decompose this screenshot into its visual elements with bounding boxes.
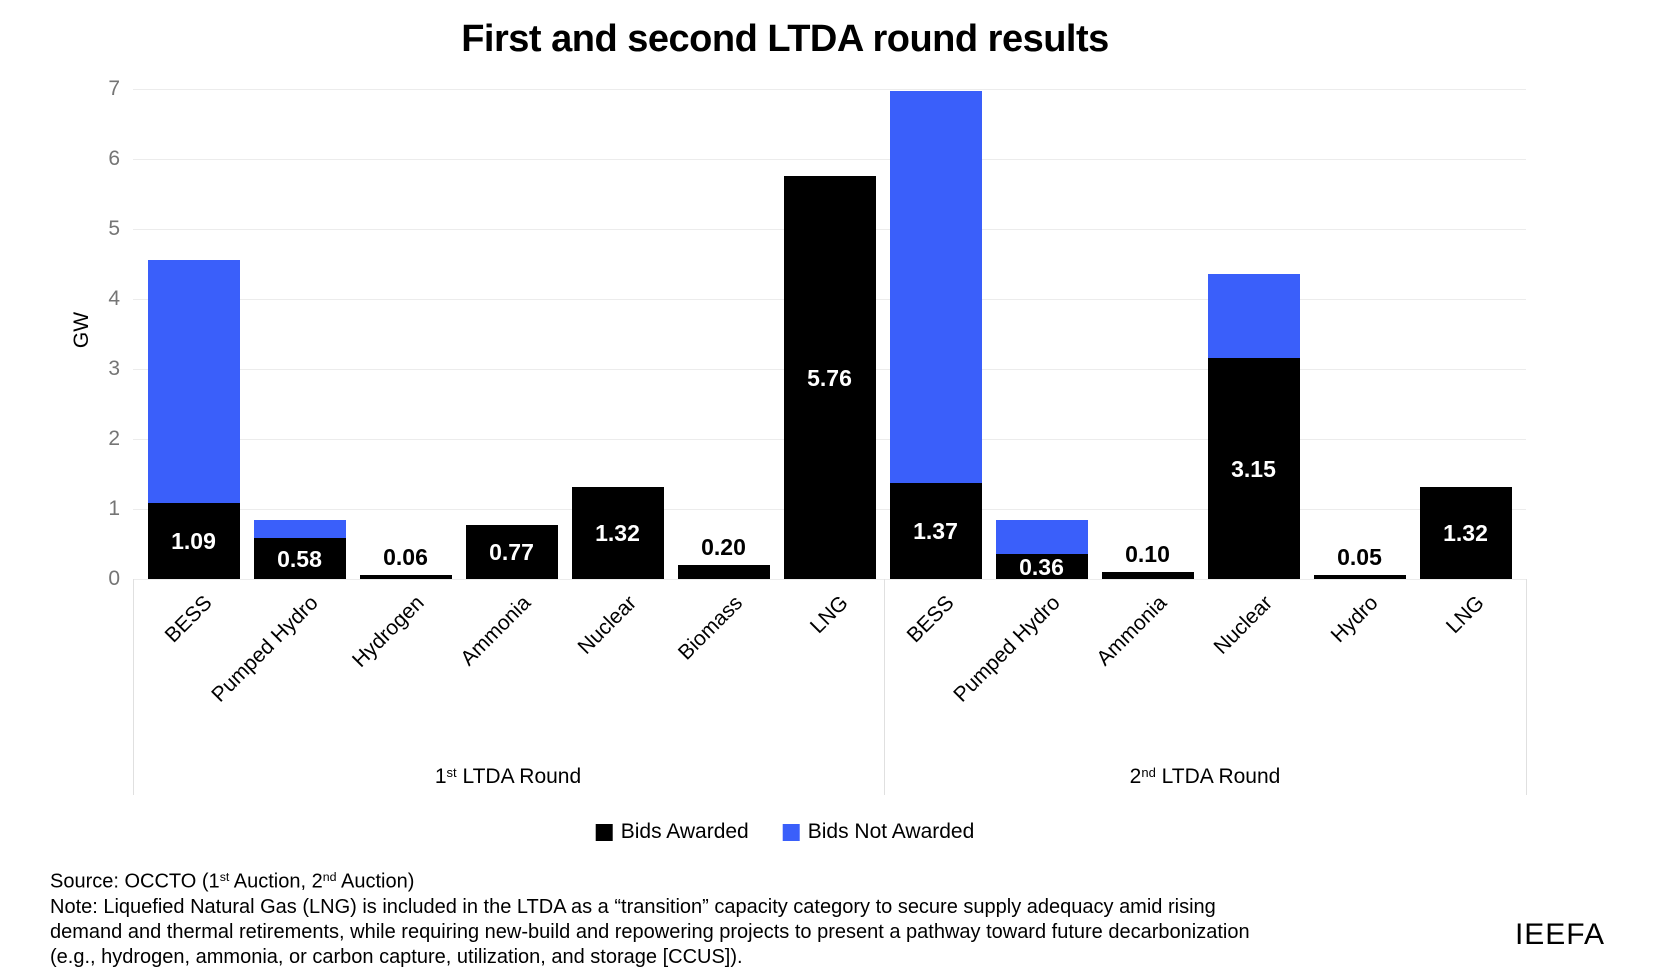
bar-value-label: 0.10 [1125, 541, 1170, 567]
bar-segment-awarded-biomass [677, 565, 770, 579]
bar-segment-awarded-lng [1419, 487, 1512, 579]
y-tick-label: 1 [108, 497, 120, 520]
y-tick-label: 7 [108, 77, 120, 100]
category-label-pumped-hydro: Pumped Hydro [949, 591, 1066, 707]
category-label-ammonia: Ammonia [456, 591, 536, 671]
category-label-hydrogen: Hydrogen [348, 591, 430, 672]
legend-swatch-awarded [595, 823, 613, 841]
y-tick-label: 2 [108, 427, 120, 450]
bar-segment-awarded-nuclear [571, 487, 664, 579]
bar-segment-not-awarded-bess [889, 91, 982, 483]
legend-label-not-awarded: Bids Not Awarded [807, 820, 975, 843]
round-1-ordinal: st [446, 764, 457, 780]
round-2-text: LTDA Round [1155, 765, 1281, 788]
bar-value-label: 1.09 [171, 528, 216, 554]
source-line: Source: OCCTO (1st Auction, 2nd Auction) [50, 870, 415, 893]
category-label-nuclear: Nuclear [1209, 591, 1278, 659]
bar-segment-not-awarded-nuclear [1207, 274, 1300, 358]
legend-item-not-awarded: Bids Not Awarded [782, 820, 975, 844]
round-2-ordinal: nd [1141, 764, 1156, 780]
y-axis-label: GW [70, 311, 93, 349]
bar-value-label: 0.20 [701, 534, 746, 560]
category-label-pumped-hydro: Pumped Hydro [207, 591, 324, 707]
bar-segment-awarded-hydro [1313, 575, 1406, 579]
note-line-3: (e.g., hydrogen, ammonia, or carbon capt… [50, 945, 743, 968]
bar-value-label: 1.32 [595, 520, 640, 546]
group-label-round-2: 2nd LTDA Round [1130, 763, 1281, 789]
category-label-lng: LNG [1442, 591, 1490, 639]
bar-value-label: 0.05 [1337, 544, 1382, 570]
bar-segment-awarded-hydrogen [359, 575, 452, 579]
legend-item-awarded: Bids Awarded [595, 820, 749, 844]
bar-segment-awarded-nuclear [1207, 358, 1300, 579]
bar-segment-not-awarded-pumped-hydro [995, 520, 1088, 554]
bar-value-label: 0.58 [277, 545, 322, 572]
chart-title: First and second LTDA round results [461, 18, 1109, 60]
note-line-2: demand and thermal retirements, while re… [50, 920, 1250, 943]
category-label-biomass: Biomass [673, 591, 748, 665]
ieefa-logo: IEEFA [1514, 918, 1605, 951]
bar-value-label: 0.77 [489, 539, 534, 565]
bar-value-label: 5.76 [807, 364, 852, 391]
legend-label-awarded: Bids Awarded [620, 820, 749, 843]
category-label-hydro: Hydro [1327, 591, 1384, 648]
bar-value-label: 1.37 [913, 518, 958, 544]
bar-segment-awarded-ammonia [1101, 572, 1194, 579]
category-label-lng: LNG [806, 591, 854, 639]
group-divider-line [884, 579, 885, 795]
bar-value-label: 0.36 [1019, 553, 1064, 580]
category-label-nuclear: Nuclear [573, 591, 642, 659]
bar-value-label: 3.15 [1231, 455, 1276, 482]
category-label-ammonia: Ammonia [1092, 591, 1172, 671]
legend: Bids Awarded Bids Not Awarded [595, 820, 975, 844]
round-1-text: LTDA Round [456, 765, 582, 788]
bar-value-label: 0.06 [383, 544, 428, 570]
y-tick-label: 0 [108, 567, 120, 590]
bar-value-label: 1.32 [1443, 520, 1488, 546]
round-1-number: 1 [434, 765, 447, 788]
category-label-bess: BESS [903, 591, 960, 648]
bar-segment-awarded-ammonia [465, 525, 558, 579]
round-2-number: 2 [1129, 765, 1142, 788]
bar-segment-not-awarded-bess [147, 260, 240, 503]
plot-left-border [133, 579, 134, 795]
bar-segment-not-awarded-pumped-hydro [253, 520, 346, 538]
bar-segment-awarded-bess [889, 483, 982, 579]
plot-right-border [1526, 579, 1527, 795]
gridline [133, 89, 1526, 90]
bar-segment-awarded-bess [147, 503, 240, 579]
note-line-1: Note: Liquefied Natural Gas (LNG) is inc… [50, 895, 1216, 918]
legend-swatch-not-awarded [782, 823, 800, 841]
category-label-bess: BESS [161, 591, 218, 648]
gridline [133, 159, 1526, 160]
bar-segment-awarded-pumped-hydro [253, 538, 346, 579]
bar-segment-awarded-lng [783, 176, 876, 579]
bar-segment-awarded-pumped-hydro [995, 554, 1088, 579]
y-tick-label: 5 [108, 217, 120, 240]
gridline [133, 579, 1526, 580]
group-label-round-1: 1st LTDA Round [435, 763, 581, 789]
y-tick-label: 3 [108, 357, 120, 380]
y-tick-label: 4 [108, 287, 120, 310]
footnote-block: Source: OCCTO (1st Auction, 2nd Auction)… [50, 864, 1250, 970]
y-tick-label: 6 [108, 147, 120, 170]
